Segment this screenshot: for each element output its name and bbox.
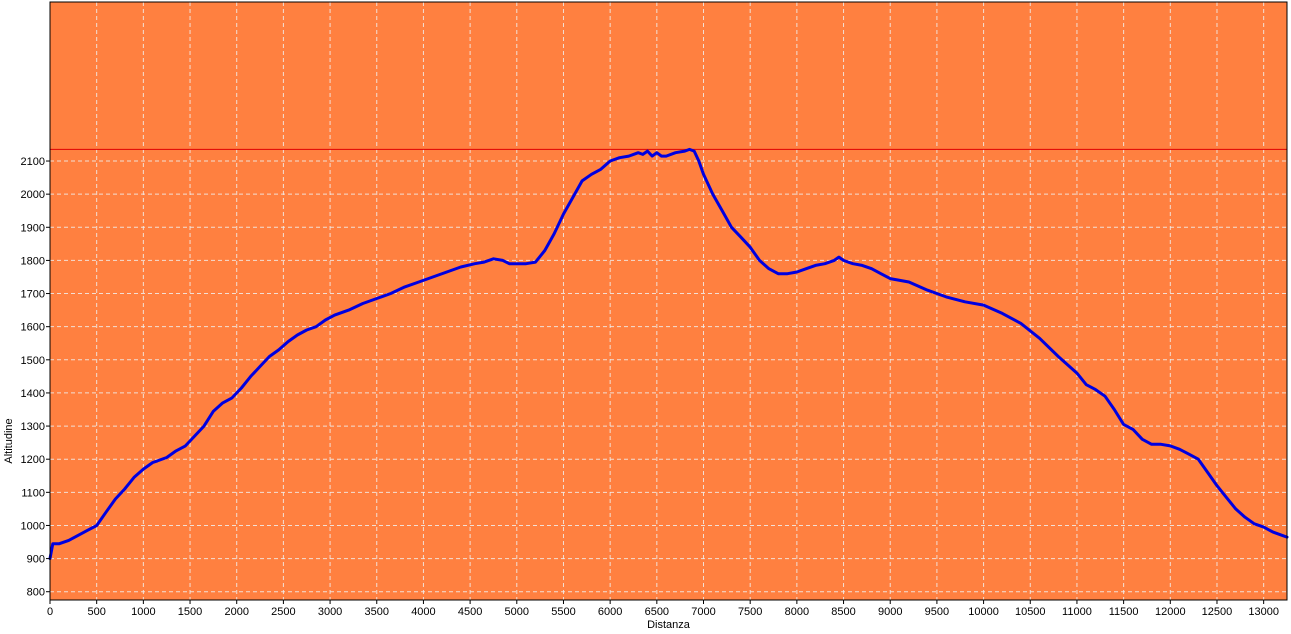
x-tick-label: 1000 bbox=[131, 606, 155, 618]
x-tick-label: 5500 bbox=[551, 606, 575, 618]
x-tick-label: 0 bbox=[47, 606, 53, 618]
x-tick-label: 10000 bbox=[968, 606, 999, 618]
x-axis-title: Distanza bbox=[647, 619, 691, 631]
y-axis-title: Altitudine bbox=[3, 418, 15, 463]
x-tick-label: 13000 bbox=[1248, 606, 1279, 618]
y-tick-label: 2100 bbox=[21, 156, 45, 168]
x-tick-label: 6000 bbox=[598, 606, 622, 618]
x-tick-label: 2000 bbox=[224, 606, 248, 618]
x-tick-label: 500 bbox=[87, 606, 105, 618]
y-tick-label: 1900 bbox=[21, 222, 45, 234]
x-tick-label: 3000 bbox=[318, 606, 342, 618]
x-tick-label: 11000 bbox=[1062, 606, 1092, 618]
y-tick-label: 1800 bbox=[21, 255, 45, 267]
y-tick-label: 1700 bbox=[21, 289, 45, 301]
y-tick-label: 900 bbox=[27, 554, 45, 566]
x-tick-label: 8500 bbox=[831, 606, 855, 618]
x-axis-ticks: 0 500 1000 1500 2000 2500 3000 3500 4000 4500 5000… bbox=[47, 600, 1279, 618]
x-tick-label: 5000 bbox=[505, 606, 529, 618]
y-tick-label: 1600 bbox=[21, 322, 45, 334]
y-tick-label: 800 bbox=[27, 587, 45, 599]
x-tick-label: 7000 bbox=[691, 606, 715, 618]
y-tick-label: 2000 bbox=[21, 189, 45, 201]
x-tick-label: 4500 bbox=[458, 606, 482, 618]
x-tick-label: 7500 bbox=[738, 606, 762, 618]
plot-background bbox=[50, 2, 1287, 600]
x-tick-label: 12000 bbox=[1155, 606, 1186, 618]
y-axis-ticks: 800 900 1000 1100 1200 1300 1400 1500 1600 1700 18… bbox=[21, 156, 50, 599]
x-tick-label: 1500 bbox=[178, 606, 202, 618]
altitude-profile-line bbox=[48, 147, 1289, 561]
x-tick-label: 3500 bbox=[365, 606, 389, 618]
y-tick-label: 1000 bbox=[21, 520, 45, 532]
x-tick-label: 6500 bbox=[645, 606, 669, 618]
y-tick-label: 1200 bbox=[21, 454, 45, 466]
x-tick-label: 4000 bbox=[411, 606, 435, 618]
plot-frame bbox=[49, 1, 1288, 601]
x-tick-label: 9000 bbox=[878, 606, 902, 618]
x-tick-label: 11500 bbox=[1109, 606, 1139, 618]
x-tick-label: 9500 bbox=[925, 606, 949, 618]
x-tick-label: 2500 bbox=[271, 606, 295, 618]
y-tick-label: 1100 bbox=[21, 487, 45, 499]
y-tick-label: 1400 bbox=[21, 388, 45, 400]
x-tick-label: 8000 bbox=[785, 606, 809, 618]
y-tick-label: 1500 bbox=[21, 355, 45, 367]
grid-lines bbox=[49, 2, 1287, 600]
x-tick-label: 12500 bbox=[1202, 606, 1233, 618]
x-tick-label: 10500 bbox=[1015, 606, 1046, 618]
y-tick-label: 1300 bbox=[21, 421, 45, 433]
